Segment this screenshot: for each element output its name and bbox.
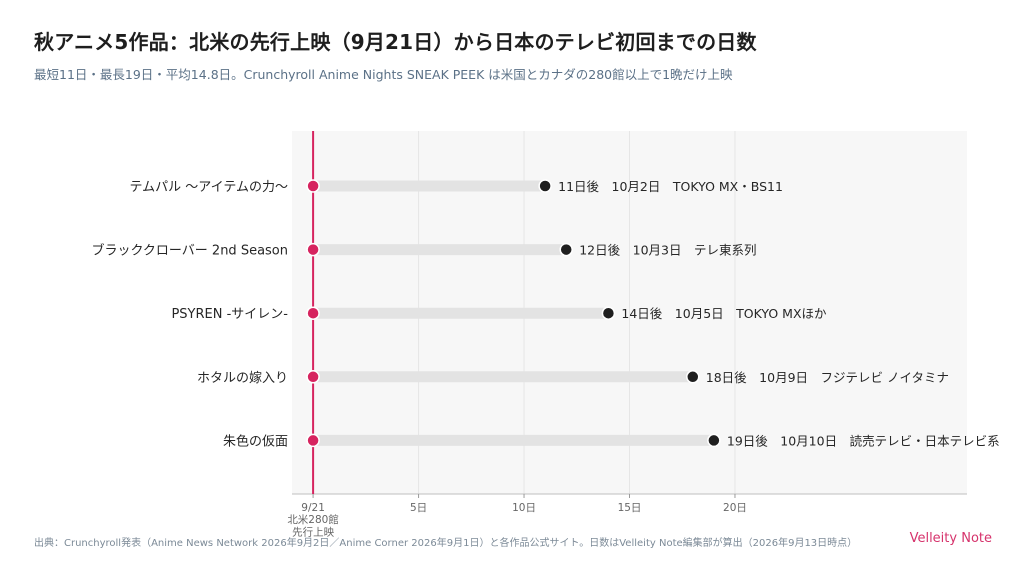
data-label: 12日後 10月3日 テレ東系列 [579, 243, 756, 258]
data-label: 11日後 10月2日 TOKYO MX・BS11 [558, 179, 783, 194]
start-point [306, 433, 320, 448]
x-tick-label: 10日 [512, 502, 536, 514]
start-point [306, 179, 320, 193]
x-tick-label: 9/21 [301, 502, 325, 514]
chart-subtitle: 最短11日・最長19日・平均14.8日。Crunchyroll Anime Ni… [34, 67, 733, 82]
reference-line-label: 先行上映 [292, 526, 334, 539]
end-point [559, 242, 573, 257]
category-label: 朱色の仮面 [223, 433, 288, 449]
chart-title: 秋アニメ5作品：北米の先行上映（9月21日）から日本のテレビ初回までの日数 [34, 30, 757, 54]
start-point [306, 242, 320, 257]
start-point [306, 370, 320, 384]
end-point [686, 370, 700, 384]
end-point [538, 179, 552, 193]
start-point [306, 306, 320, 320]
x-tick-label: 20日 [723, 502, 747, 514]
reference-line-label: 北米280館 [287, 513, 339, 526]
category-label: ホタルの嫁入り [197, 371, 288, 386]
x-tick-label: 15日 [618, 502, 642, 514]
end-point [601, 306, 616, 320]
source-note: 出典：Crunchyroll発表（Anime News Network 2026… [34, 538, 858, 549]
end-point [707, 433, 721, 448]
x-tick-label: 5日 [410, 502, 427, 514]
category-label: PSYREN -サイレン- [171, 307, 288, 322]
data-label: 19日後 10月10日 読売テレビ・日本テレビ系 [727, 433, 1000, 448]
brand-logo-text: Velleity Note [909, 531, 992, 546]
category-label: テムパル 〜アイテムの力〜 [130, 180, 288, 195]
data-label: 18日後 10月9日 フジテレビ ノイタミナ [706, 370, 949, 385]
data-label: 14日後 10月5日 TOKYO MXほか [621, 306, 827, 321]
category-label: ブラッククローバー 2nd Season [91, 243, 288, 259]
